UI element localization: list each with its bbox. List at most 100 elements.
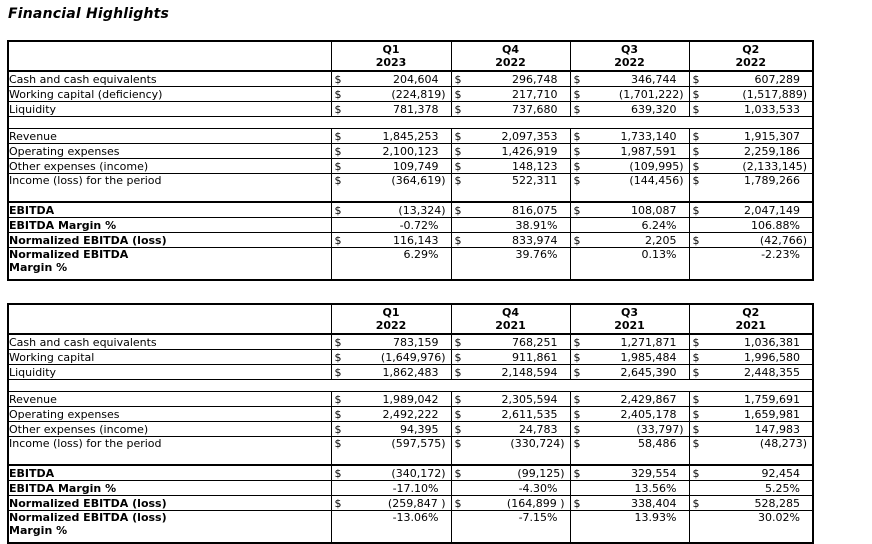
- table-row: Revenue $1,989,042 $2,305,594 $2,429,867 $1,…: [8, 391, 813, 407]
- value-cell: $108,087: [569, 202, 689, 218]
- column-header-year: 2021: [495, 319, 526, 332]
- value-cell: $ (164,899 ): [450, 495, 570, 511]
- row-label: EBITDA: [8, 202, 331, 218]
- value-cell-content: 39.76%: [452, 248, 570, 261]
- currency-symbol: $: [692, 350, 700, 364]
- percent-value: -17.10%: [392, 481, 439, 495]
- amount-value: (1,517,889): [742, 87, 807, 101]
- percent-value: 30.02%: [758, 511, 800, 524]
- row-label: Liquidity: [8, 101, 331, 117]
- row-label-text: Operating expenses: [9, 407, 120, 421]
- value-cell-content: 6.24%: [571, 219, 689, 232]
- column-header-year: 2022: [735, 56, 767, 69]
- value-cell-content: $58,486: [571, 437, 689, 450]
- value-cell-content: $94,395: [332, 423, 451, 436]
- corner-cell: [8, 304, 331, 335]
- table-row: Other expenses (income) $109,749 $148,123 $…: [8, 158, 813, 174]
- currency-symbol: $: [334, 365, 342, 379]
- amount-value: (224,819): [391, 87, 446, 101]
- amount-value: 1,989,042: [382, 392, 439, 406]
- column-header-quarter: Q3: [620, 306, 638, 319]
- percent-value: 39.76%: [515, 248, 558, 261]
- currency-symbol: $: [454, 496, 462, 510]
- value-cell-content: $1,033,533: [690, 103, 812, 116]
- amount-value: 329,554: [631, 466, 677, 480]
- amount-value: 217,710: [512, 87, 558, 101]
- value-cell-content: $2,259,186: [690, 145, 812, 158]
- column-header-quarter: Q1: [382, 43, 400, 56]
- column-header-quarter: Q4: [501, 43, 519, 56]
- row-label-text: EBITDA Margin %: [9, 218, 117, 232]
- value-cell: $737,680: [450, 101, 570, 117]
- currency-symbol: $: [692, 87, 700, 101]
- value-cell: $2,611,535: [450, 406, 570, 422]
- row-label-text: Revenue: [9, 129, 57, 143]
- row-label-text: Other expenses (income): [9, 159, 149, 173]
- value-cell-content: $ (330,724): [452, 437, 570, 450]
- value-cell: $2,492,222: [330, 406, 451, 422]
- value-cell-content: -0.72%: [332, 219, 451, 232]
- row-label: Working capital: [8, 349, 331, 365]
- amount-value: 2,645,390: [620, 365, 677, 379]
- table-row: EBITDA $ (340,172) $ (99,125) $329,554 $92,454: [8, 465, 813, 481]
- value-cell-content: $ (33,797): [571, 423, 689, 436]
- value-cell: -7.15%: [450, 510, 570, 543]
- corner-cell: [8, 41, 331, 72]
- table-row: EBITDA Margin % -17.10% -4.30% 13.56% 5.25%: [8, 480, 813, 496]
- amount-value: 2,492,222: [382, 407, 439, 421]
- column-header-quarter: Q2: [742, 306, 760, 319]
- value-cell: $833,974: [450, 232, 570, 248]
- value-cell-content: $639,320: [571, 103, 689, 116]
- value-cell-content: $ (364,619): [332, 174, 451, 187]
- amount-value: 148,123: [512, 159, 558, 173]
- value-cell: $ (330,724): [450, 436, 570, 466]
- amount-value: 2,448,355: [744, 365, 800, 379]
- row-label-text: Other expenses (income): [9, 422, 149, 436]
- amount-value: 1,987,591: [620, 144, 677, 158]
- value-cell: $781,378: [330, 101, 451, 117]
- value-cell: $94,395: [330, 421, 451, 437]
- value-cell-content: $1,996,580: [690, 350, 812, 364]
- value-cell-content: $1,915,307: [690, 130, 812, 143]
- currency-symbol: $: [573, 392, 581, 406]
- column-header-quarter: Q2: [742, 43, 760, 56]
- row-label: Normalized EBITDA Margin %: [8, 248, 331, 281]
- value-cell: $116,143: [330, 232, 451, 248]
- amount-value: (259,847 ): [387, 496, 446, 510]
- value-cell: $ (99,125): [450, 465, 570, 481]
- percent-value: -13.06%: [392, 511, 439, 524]
- percent-value: 106.88%: [751, 218, 800, 232]
- amount-value: 147,983: [754, 422, 801, 436]
- amount-value: 338,404: [631, 496, 677, 510]
- value-cell-content: $148,123: [452, 160, 570, 173]
- table-row: Revenue $1,845,253 $2,097,353 $1,733,140 $1,…: [8, 128, 813, 144]
- value-cell: 38.91%: [450, 217, 570, 233]
- value-cell-content: $2,305,594: [452, 393, 570, 406]
- value-cell-content: $911,861: [452, 351, 570, 364]
- row-label: Cash and cash equivalents: [8, 71, 331, 87]
- currency-symbol: $: [573, 203, 581, 217]
- value-cell-content: $2,405,178: [571, 408, 689, 421]
- value-cell: $204,604: [330, 71, 451, 87]
- percent-value: 5.25%: [765, 481, 800, 495]
- row-label: Liquidity: [8, 364, 331, 380]
- currency-symbol: $: [573, 407, 581, 421]
- value-cell-content: $147,983: [690, 422, 812, 436]
- currency-symbol: $: [454, 437, 462, 450]
- table-row: EBITDA $ (13,324) $816,075 $108,087 $2,047,14…: [8, 202, 813, 218]
- value-cell-content: $ (144,456): [571, 174, 689, 187]
- amount-value: 296,748: [512, 72, 558, 86]
- value-cell-content: -2.23%: [690, 248, 812, 261]
- value-cell: $ (224,819): [330, 86, 451, 102]
- spacer-row: [8, 116, 813, 129]
- currency-symbol: $: [573, 144, 581, 158]
- value-cell-content: $783,159: [332, 336, 451, 349]
- value-cell: $ (109,995): [569, 158, 689, 174]
- currency-symbol: $: [573, 365, 581, 379]
- row-label-text: Working capital (deficiency): [9, 87, 163, 101]
- value-cell-content: 5.25%: [690, 481, 812, 495]
- row-label: Operating expenses: [8, 143, 331, 159]
- financial-highlights-2022-2021: Q1 2022 Q4 2021 Q3 2021 Q2 2021 Cash and cash eq…: [7, 303, 814, 544]
- value-cell: $1,036,381: [688, 334, 813, 350]
- row-label-text: Income (loss) for the period: [9, 174, 162, 187]
